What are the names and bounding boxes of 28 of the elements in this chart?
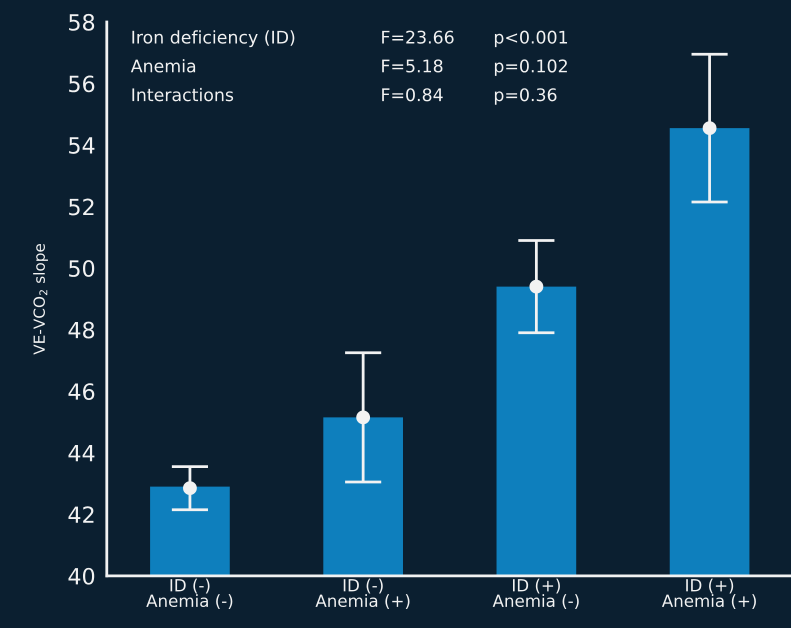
y-tick-label: 52 bbox=[69, 198, 94, 216]
x-tick-label: ID (+) Anemia (-) bbox=[492, 578, 579, 610]
x-tick-label: ID (-) Anemia (+) bbox=[315, 578, 410, 610]
annotation: Interactions bbox=[132, 88, 234, 102]
y-tick-label: 46 bbox=[68, 383, 94, 400]
x-tick-label: ID (-) Anemia (-) bbox=[146, 578, 232, 610]
point bbox=[183, 481, 197, 496]
annotation: F=23.66 bbox=[382, 30, 454, 44]
annotation: F=0.84 bbox=[382, 88, 443, 102]
y-tick-label: 50 bbox=[69, 260, 94, 277]
point bbox=[702, 121, 716, 136]
y-tick-label: 42 bbox=[68, 506, 94, 523]
y-tick-label: 56 bbox=[69, 75, 94, 92]
y-tick-label: 54 bbox=[69, 137, 94, 154]
point bbox=[356, 410, 370, 424]
annotation: Anemia bbox=[130, 59, 196, 73]
annotation: Iron deficiency (ID) bbox=[132, 30, 294, 48]
annotation: p<0.001 bbox=[494, 30, 568, 48]
x-tick-label: ID (+) Anemia (+) bbox=[662, 578, 756, 610]
y-tick-label: 44 bbox=[68, 445, 94, 462]
y-tick-label: 58 bbox=[69, 14, 94, 31]
annotation: p=0.102 bbox=[494, 59, 567, 76]
y-axis-title: VE-VCO$_{2}$ slope bbox=[33, 244, 48, 355]
y-tick-label: 40 bbox=[68, 568, 94, 585]
point bbox=[529, 280, 544, 294]
annotation: F=5.18 bbox=[382, 59, 442, 73]
y-tick-label: 48 bbox=[68, 322, 94, 338]
annotation: p=0.36 bbox=[494, 88, 556, 105]
